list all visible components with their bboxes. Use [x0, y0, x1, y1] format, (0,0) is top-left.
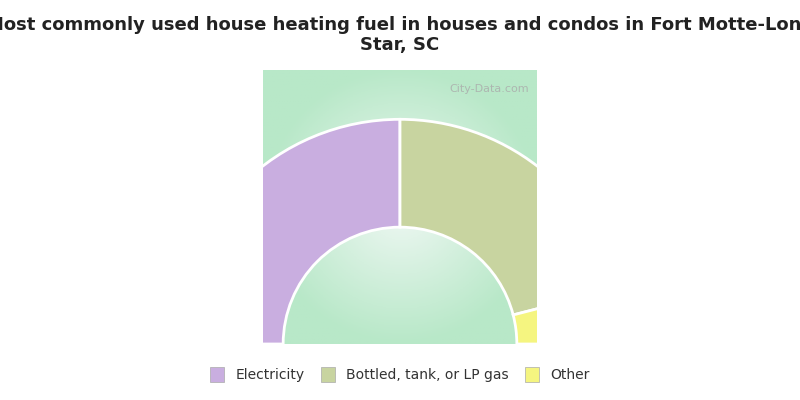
Text: Most commonly used house heating fuel in houses and condos in Fort Motte-Lone
St: Most commonly used house heating fuel in…	[0, 16, 800, 54]
Wedge shape	[175, 119, 400, 344]
Legend: Electricity, Bottled, tank, or LP gas, Other: Electricity, Bottled, tank, or LP gas, O…	[206, 363, 594, 386]
Text: City-Data.com: City-Data.com	[449, 84, 529, 94]
Wedge shape	[513, 288, 625, 344]
Wedge shape	[400, 119, 618, 315]
